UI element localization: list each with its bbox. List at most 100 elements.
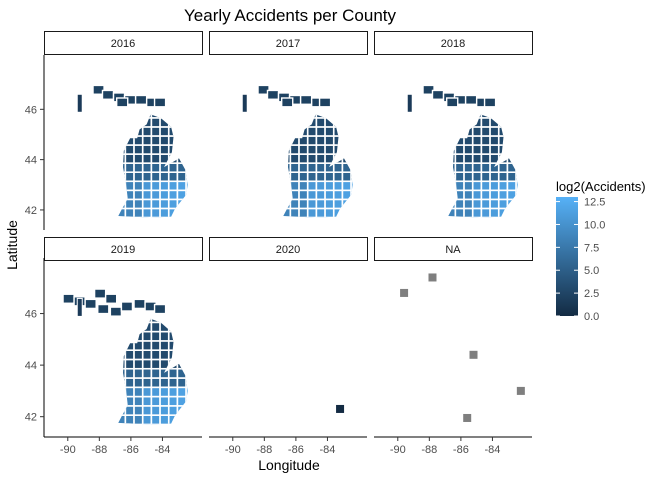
- county: [124, 349, 135, 361]
- county: [159, 414, 170, 425]
- county: [298, 180, 309, 192]
- county: [515, 135, 518, 146]
- county: [506, 135, 517, 146]
- county: [159, 171, 170, 183]
- county: [167, 189, 179, 201]
- county: [124, 180, 135, 192]
- county: [299, 94, 313, 105]
- county: [141, 321, 153, 333]
- county: [185, 144, 188, 155]
- county: [124, 135, 135, 146]
- county: [118, 321, 127, 333]
- county: [324, 171, 335, 183]
- county: [471, 126, 483, 137]
- county: [124, 153, 135, 164]
- facet-strip: [209, 31, 368, 55]
- county: [515, 207, 518, 218]
- county: [167, 414, 179, 425]
- county: [306, 180, 318, 192]
- county: [289, 114, 300, 119]
- county: [118, 135, 127, 146]
- lower-peninsula-counties: [283, 114, 353, 218]
- county: [118, 144, 127, 155]
- county: [283, 189, 292, 201]
- county: [324, 189, 335, 201]
- county: [241, 93, 248, 113]
- facet-strip-label: 2017: [276, 38, 300, 50]
- legend-tick-label: 2.5: [584, 288, 599, 300]
- county: [134, 94, 148, 105]
- county: [497, 117, 509, 128]
- county: [318, 97, 332, 108]
- county: [341, 144, 352, 155]
- county: [298, 144, 309, 155]
- facet-strip: [209, 237, 368, 261]
- county: [133, 189, 144, 201]
- county: [463, 180, 474, 192]
- county: [463, 153, 474, 164]
- county: [283, 171, 292, 183]
- county: [133, 349, 144, 361]
- county: [489, 135, 500, 146]
- county: [118, 386, 127, 398]
- county: [332, 153, 344, 164]
- county: [118, 114, 127, 119]
- county: [76, 93, 83, 113]
- legend-tick-label: 5.0: [584, 265, 599, 277]
- county: [341, 117, 352, 128]
- county: [471, 144, 483, 155]
- county: [141, 126, 153, 137]
- county: [315, 135, 326, 146]
- county: [124, 377, 135, 389]
- county: [118, 358, 127, 370]
- county: [118, 330, 127, 342]
- county: [483, 97, 497, 108]
- county: [133, 377, 144, 389]
- county: [283, 135, 292, 146]
- county: [454, 198, 465, 210]
- legend-title: log2(Accidents): [556, 179, 646, 194]
- county: [176, 405, 187, 416]
- county: [497, 144, 509, 155]
- county: [124, 340, 135, 351]
- lower-peninsula-counties: [118, 114, 188, 218]
- county: [463, 117, 474, 128]
- county: [133, 298, 146, 310]
- facet-panel-2016: 2016: [44, 31, 203, 218]
- county: [118, 198, 127, 210]
- county: [133, 180, 144, 192]
- county: [298, 114, 309, 119]
- county: [118, 162, 127, 174]
- county: [97, 303, 110, 315]
- county: [332, 171, 344, 183]
- county: [124, 117, 135, 128]
- county: [150, 321, 161, 333]
- county: [350, 153, 353, 164]
- county: [289, 144, 300, 155]
- county: [141, 117, 153, 128]
- county: [176, 117, 187, 128]
- county: [176, 162, 187, 174]
- county: [167, 117, 179, 128]
- county: [141, 114, 153, 119]
- county: [159, 377, 170, 389]
- county: [315, 207, 326, 218]
- county: [159, 135, 170, 146]
- county: [124, 358, 135, 370]
- county: [150, 135, 161, 146]
- county: [471, 114, 483, 119]
- x-tick-label: -86: [288, 444, 304, 456]
- county: [159, 340, 170, 351]
- county: [448, 207, 457, 218]
- county: [350, 117, 353, 128]
- county: [167, 330, 179, 342]
- county: [115, 97, 129, 108]
- county: [480, 117, 491, 128]
- county: [480, 114, 491, 119]
- county: [150, 198, 161, 210]
- county: [118, 153, 127, 164]
- county: [324, 180, 335, 192]
- county: [185, 349, 188, 361]
- county: [350, 207, 353, 218]
- county: [315, 162, 326, 174]
